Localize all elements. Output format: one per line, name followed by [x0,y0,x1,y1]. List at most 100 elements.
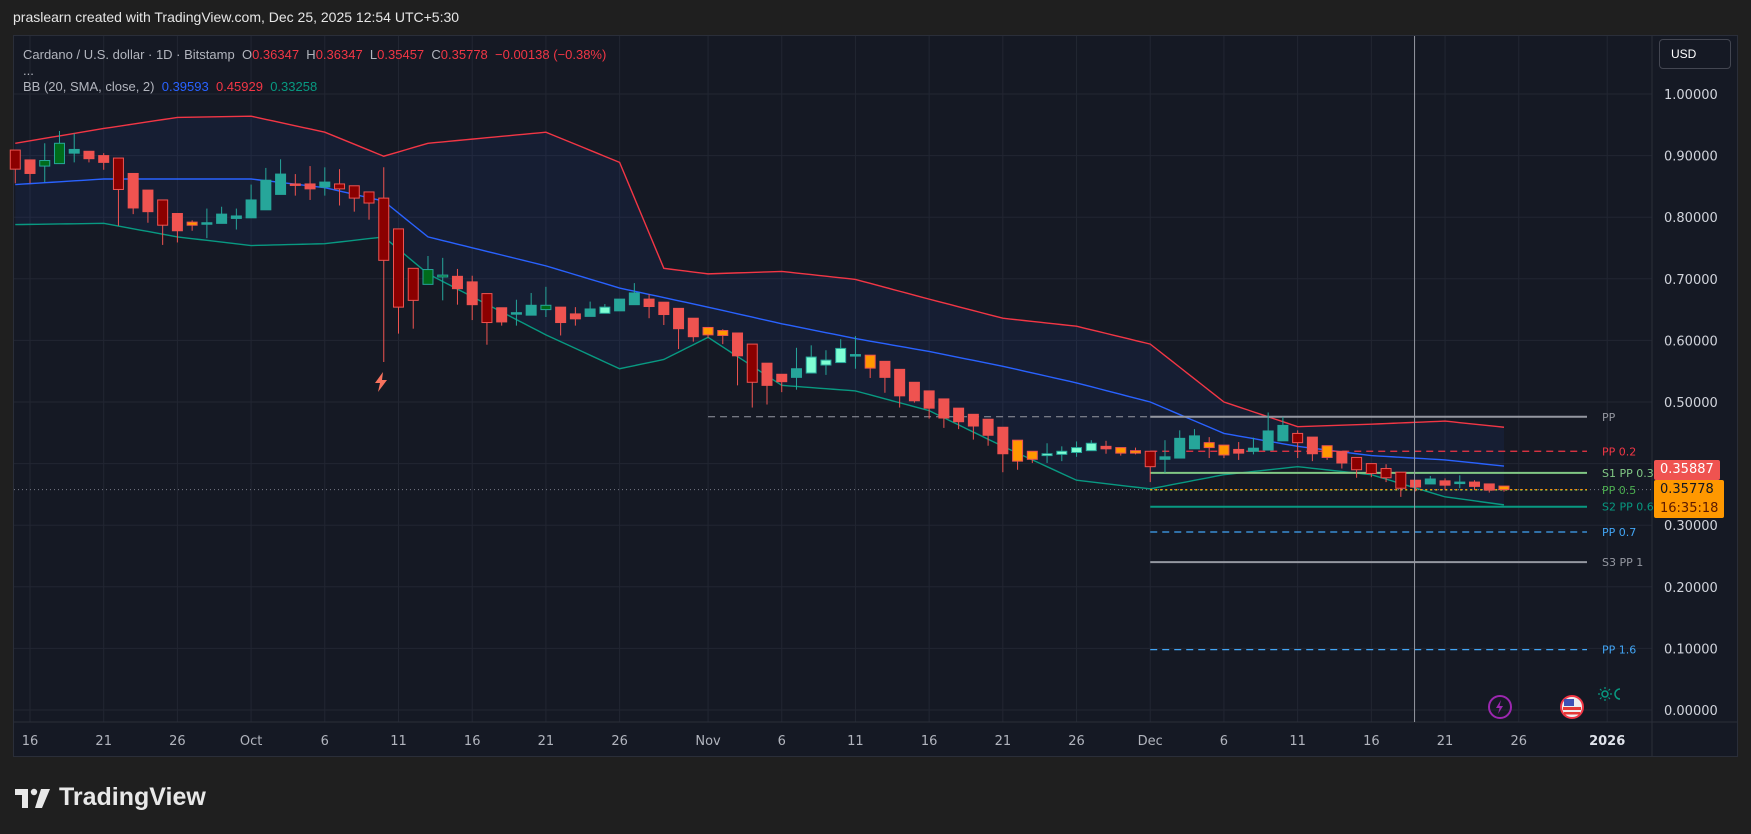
candle[interactable] [437,257,449,301]
candle[interactable] [1056,446,1068,462]
candle[interactable] [1041,443,1053,463]
candle[interactable] [186,220,198,231]
candle[interactable] [776,373,788,393]
candle[interactable] [614,298,626,312]
candle[interactable] [1336,450,1348,469]
candle[interactable] [407,267,419,329]
candle[interactable] [820,350,832,375]
candle[interactable] [510,299,522,326]
candle[interactable] [319,167,331,196]
candle[interactable] [1321,445,1333,460]
candle[interactable] [39,143,51,183]
candle[interactable] [717,329,729,345]
candle[interactable] [1012,439,1024,470]
candle[interactable] [1144,450,1156,483]
candle[interactable] [1159,440,1171,473]
candle[interactable] [879,360,891,393]
bb-row[interactable]: BB (20, SMA, close, 2) 0.39593 0.45929 0… [23,77,606,97]
candle[interactable] [746,343,758,408]
currency-button[interactable]: USD [1659,39,1731,69]
candle[interactable] [216,206,228,224]
candle[interactable] [1218,444,1230,459]
candle[interactable] [112,157,124,226]
candle[interactable] [451,268,463,305]
candle[interactable] [127,172,139,215]
candle[interactable] [1306,436,1318,462]
candle[interactable] [673,307,685,350]
candle[interactable] [9,149,21,184]
candle[interactable] [275,159,287,195]
candle[interactable] [1262,412,1274,451]
candle[interactable] [98,153,110,170]
candle[interactable] [1454,475,1466,489]
lightning-circle-icon[interactable] [1487,694,1513,720]
candle[interactable] [864,354,876,378]
candle[interactable] [1174,430,1186,459]
candle[interactable] [805,345,817,374]
candle[interactable] [245,184,257,219]
candle[interactable] [1115,447,1127,456]
candle[interactable] [628,283,640,306]
candle[interactable] [348,185,360,212]
candle[interactable] [569,307,581,326]
candle[interactable] [496,307,508,326]
candle[interactable] [201,208,213,239]
candle[interactable] [584,301,596,317]
candle[interactable] [1026,450,1038,463]
candle[interactable] [525,292,537,316]
candle[interactable] [908,381,920,403]
candle[interactable] [466,275,478,321]
candle[interactable] [304,166,316,200]
candle[interactable] [761,362,773,405]
candle[interactable] [53,130,65,165]
candle[interactable] [24,159,36,184]
candle[interactable] [1439,478,1451,491]
candle[interactable] [732,332,744,386]
candle[interactable] [599,304,611,314]
candle[interactable] [1380,464,1392,483]
candle[interactable] [157,199,169,245]
candle[interactable] [481,293,493,345]
candle[interactable] [363,191,375,220]
candle[interactable] [1410,479,1422,492]
candle[interactable] [849,336,861,369]
candle[interactable] [982,418,994,446]
candle[interactable] [142,189,154,223]
candle[interactable] [260,167,272,211]
candle[interactable] [967,413,979,440]
candle[interactable] [1424,475,1436,485]
candle[interactable] [1247,437,1259,455]
candle[interactable] [702,326,714,338]
candle[interactable] [1130,447,1141,455]
candle[interactable] [938,398,950,428]
candle[interactable] [953,407,965,430]
candle[interactable] [1498,485,1510,492]
candle[interactable] [1203,437,1215,459]
candle[interactable] [68,133,80,163]
candle[interactable] [393,228,404,334]
candle[interactable] [1469,480,1481,491]
candle[interactable] [643,294,655,319]
candle[interactable] [1365,463,1377,478]
candle[interactable] [658,301,670,325]
candle[interactable] [289,174,301,196]
candle[interactable] [1395,471,1407,497]
candle[interactable] [378,167,390,362]
candle[interactable] [1100,440,1112,454]
candle[interactable] [1233,442,1245,460]
candle[interactable] [894,368,906,408]
us-flag-icon[interactable] [1559,694,1585,720]
tradingview-logo[interactable]: TradingView [15,783,206,812]
candle[interactable] [1188,429,1200,450]
candle[interactable] [555,306,567,336]
candle[interactable] [923,390,935,419]
sun-moon-icon[interactable] [1598,686,1624,702]
lightning-event-icon[interactable] [372,371,390,393]
candle[interactable] [230,208,242,230]
candle[interactable] [997,426,1009,473]
candle[interactable] [1085,440,1097,452]
candle[interactable] [790,347,802,390]
candle[interactable] [835,339,847,364]
legend-more[interactable]: ... [23,63,34,78]
